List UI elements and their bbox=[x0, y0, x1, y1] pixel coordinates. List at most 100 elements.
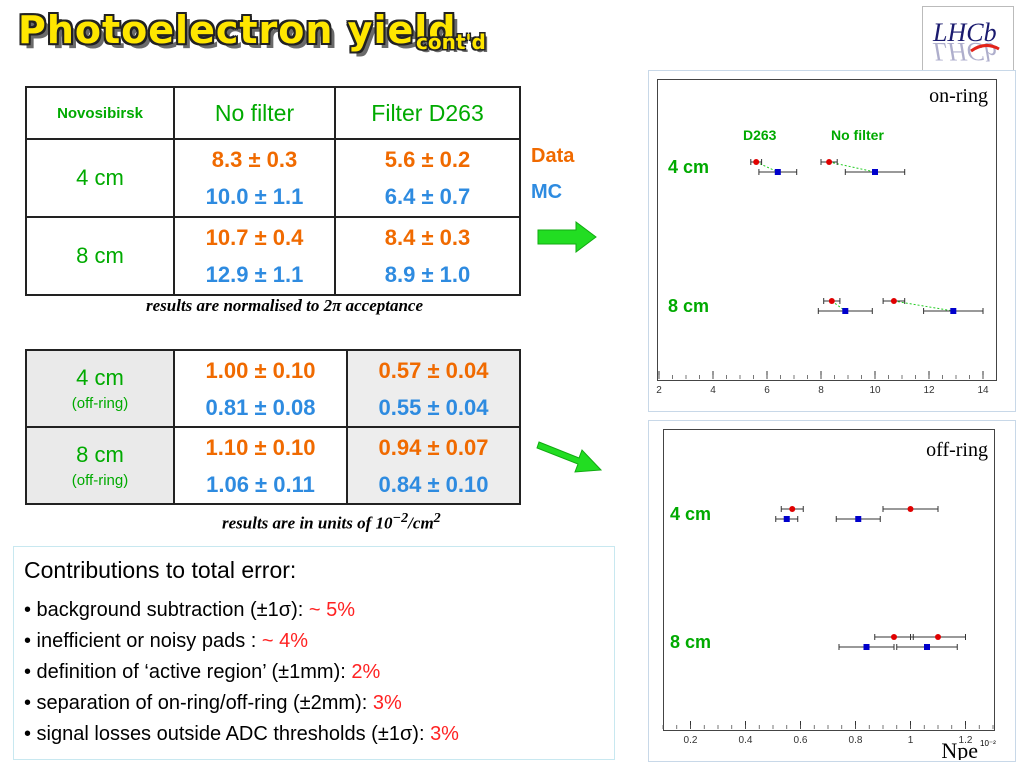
contributions-list: • background subtraction (±1σ): ~ 5% • i… bbox=[24, 595, 459, 750]
table2-cell: 1.10 ± 0.10 1.06 ± 0.11 bbox=[173, 426, 348, 505]
mc-value: 6.4 ± 0.7 bbox=[384, 184, 471, 209]
item-value: ~ 5% bbox=[308, 599, 356, 621]
table1-row-label: 4 cm bbox=[25, 138, 175, 218]
table1-row-label: 8 cm bbox=[25, 216, 175, 296]
item-value: ~ 4% bbox=[261, 630, 309, 652]
x-tick-label: 0.2 bbox=[684, 735, 698, 746]
data-point bbox=[935, 634, 941, 640]
data-value: 1.00 ± 0.10 bbox=[205, 357, 316, 383]
table2-note-exp: −2 bbox=[392, 510, 409, 526]
list-item: • definition of ‘active region’ (±1mm): … bbox=[24, 657, 459, 688]
data-point bbox=[753, 159, 760, 165]
item-value: 3% bbox=[372, 692, 402, 714]
row-label: 4 cm bbox=[670, 504, 711, 524]
legend-data: Data bbox=[531, 145, 575, 167]
data-point bbox=[907, 506, 914, 512]
table2-cell: 1.00 ± 0.10 0.81 ± 0.08 bbox=[173, 349, 348, 428]
x-tick-label: 4 bbox=[710, 385, 716, 396]
table1-cell: 10.7 ± 0.4 12.9 ± 1.1 bbox=[172, 216, 337, 296]
data-value: 0.57 ± 0.04 bbox=[378, 357, 489, 383]
table2-note-prefix: results are in units of 10 bbox=[222, 513, 393, 533]
off-ring-plot-panel bbox=[648, 420, 1016, 762]
slide-title-suffix: cont'd bbox=[416, 30, 486, 54]
off-ring-chart: 0.2 0.4 0.6 0.8 1 1.2 off-ring 4 cm 8 cm Npe 10⁻² bbox=[662, 439, 996, 760]
data-point bbox=[826, 159, 833, 165]
slide-title: Photoelectron yield bbox=[18, 8, 457, 52]
table2-cell: 0.94 ± 0.07 0.84 ± 0.10 bbox=[346, 426, 521, 505]
table1-header-d263: Filter D263 bbox=[334, 86, 521, 140]
lhcb-logo-graphic: LHCb LHCb bbox=[923, 7, 1013, 71]
table2-note-exp2: 2 bbox=[433, 510, 441, 526]
plot-label: off-ring bbox=[926, 439, 988, 461]
list-item: • signal losses outside ADC thresholds (… bbox=[24, 719, 459, 750]
x-tick-label: 0.6 bbox=[794, 735, 808, 746]
mc-value: 10.0 ± 1.1 bbox=[205, 184, 304, 209]
item-text: • signal losses outside ADC thresholds (… bbox=[24, 723, 431, 745]
table2-note: results are in units of 10−2/cm2 bbox=[222, 510, 441, 534]
normalised-yield-table: Novosibirsk No filter Filter D263 4 cm 8… bbox=[25, 86, 521, 296]
contributions-heading: Contributions to total error: bbox=[24, 557, 297, 583]
mc-value: 0.55 ± 0.04 bbox=[378, 394, 489, 420]
x-tick-label: 8 bbox=[818, 385, 824, 396]
table1-corner: Novosibirsk bbox=[25, 86, 175, 140]
x-tick-label: 0.4 bbox=[739, 735, 753, 746]
list-item: • background subtraction (±1σ): ~ 5% bbox=[24, 595, 459, 626]
row-sub: (off-ring) bbox=[71, 395, 129, 412]
logo-text: LHCb bbox=[932, 18, 997, 47]
list-item: • inefficient or noisy pads : ~ 4% bbox=[24, 626, 459, 657]
error-contributions-box: Contributions to total error: • backgrou… bbox=[13, 546, 615, 760]
legend-nofilter: No filter bbox=[831, 127, 884, 143]
list-item: • separation of on-ring/off-ring (±2mm):… bbox=[24, 688, 459, 719]
data-point bbox=[890, 298, 897, 304]
row-label: 4 cm bbox=[668, 157, 709, 177]
on-ring-plot-panel bbox=[648, 70, 1016, 412]
data-value: 8.3 ± 0.3 bbox=[211, 147, 298, 172]
table1-header-nofilter: No filter bbox=[172, 86, 337, 140]
item-text: • background subtraction (±1σ): bbox=[24, 599, 309, 621]
mc-value: 8.9 ± 1.0 bbox=[384, 262, 471, 287]
mc-value: 12.9 ± 1.1 bbox=[205, 262, 304, 287]
table2-row-label: 4 cm (off-ring) bbox=[25, 349, 175, 428]
data-point bbox=[891, 634, 897, 640]
item-value: 2% bbox=[351, 661, 381, 683]
plot-label: on-ring bbox=[929, 85, 988, 107]
row-label: 8 cm bbox=[668, 296, 709, 316]
right-arrow-icon bbox=[537, 221, 597, 253]
x-tick-label: 1.2 bbox=[959, 735, 973, 746]
table2-note-suffix: /cm bbox=[408, 513, 434, 533]
item-text: • definition of ‘active region’ (±1mm): bbox=[24, 661, 352, 683]
row-distance: 8 cm bbox=[76, 442, 124, 467]
legend-d263: D263 bbox=[743, 127, 777, 143]
table2-cell: 0.57 ± 0.04 0.55 ± 0.04 bbox=[346, 349, 521, 428]
table1-note: results are normalised to 2π acceptance bbox=[146, 296, 424, 315]
off-ring-plot-area bbox=[663, 429, 995, 731]
item-value: 3% bbox=[430, 723, 459, 745]
mc-point bbox=[872, 169, 878, 175]
x-axis-title: Npe bbox=[941, 738, 978, 760]
table2-row-label: 8 cm (off-ring) bbox=[25, 426, 175, 505]
data-value: 5.6 ± 0.2 bbox=[384, 147, 471, 172]
connector-line bbox=[755, 161, 779, 173]
x-tick-label: 0.8 bbox=[849, 735, 863, 746]
data-value: 10.7 ± 0.4 bbox=[205, 225, 304, 250]
x-tick-label: 14 bbox=[977, 385, 989, 396]
data-value: 1.10 ± 0.10 bbox=[205, 434, 316, 460]
offring-yield-table: 4 cm (off-ring) 1.00 ± 0.10 0.81 ± 0.08 … bbox=[25, 349, 521, 505]
logo-text-mirror: LHCb bbox=[932, 37, 997, 66]
table1-cell: 5.6 ± 0.2 6.4 ± 0.7 bbox=[334, 138, 521, 218]
on-ring-plot-area bbox=[657, 79, 997, 381]
item-text: • inefficient or noisy pads : bbox=[24, 630, 262, 652]
mc-point bbox=[950, 308, 957, 314]
mc-point bbox=[855, 516, 862, 522]
on-ring-chart: 2 4 6 8 10 12 14 on-ring 4 cm 8 cm D263 No filter bbox=[656, 85, 989, 396]
mc-point bbox=[863, 644, 870, 650]
mc-value: 1.06 ± 0.11 bbox=[206, 471, 315, 497]
data-point bbox=[789, 506, 796, 512]
data-value: 8.4 ± 0.3 bbox=[384, 225, 471, 250]
item-text: • separation of on-ring/off-ring (±2mm): bbox=[24, 692, 373, 714]
lhcb-logo: LHCb LHCb bbox=[922, 6, 1014, 72]
x-tick-label: 10 bbox=[869, 385, 881, 396]
table1-cell: 8.4 ± 0.3 8.9 ± 1.0 bbox=[334, 216, 521, 296]
row-sub: (off-ring) bbox=[71, 472, 129, 489]
data-value: 0.94 ± 0.07 bbox=[378, 434, 489, 460]
